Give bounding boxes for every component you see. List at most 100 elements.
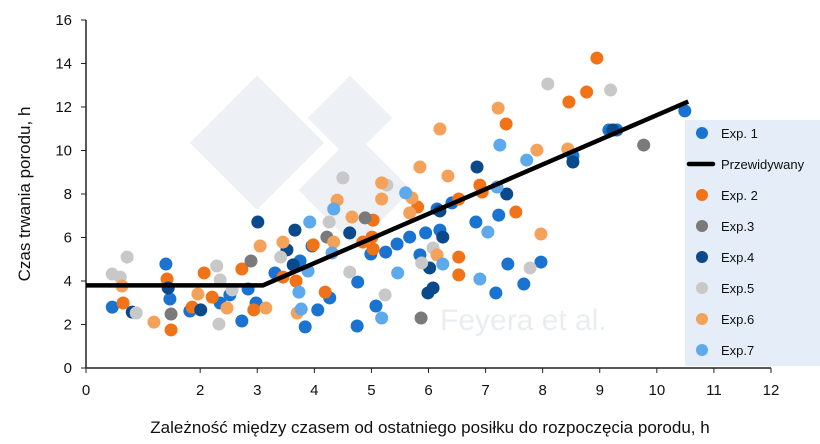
data-point-exp-1 xyxy=(369,299,383,313)
data-point-exp-1 xyxy=(351,275,365,289)
x-axis-label: Zależność między czasem od ostatniego po… xyxy=(150,418,709,437)
x-tick-label: 10 xyxy=(648,382,665,399)
data-point-exp-6 xyxy=(534,227,548,241)
data-point-exp-5 xyxy=(120,250,134,264)
legend-label: Exp.4 xyxy=(721,250,754,265)
legend-marker xyxy=(696,127,708,139)
y-tick-label: 12 xyxy=(55,99,72,116)
data-point-exp-5 xyxy=(523,261,537,275)
data-point-exp-4 xyxy=(566,155,580,169)
data-point-exp-1 xyxy=(403,230,417,244)
data-point-exp-5 xyxy=(541,77,555,91)
data-point-exp-4 xyxy=(470,160,484,174)
legend-label: Exp.3 xyxy=(721,219,754,234)
data-point-exp-2 xyxy=(590,51,604,65)
data-point-exp-3 xyxy=(358,211,372,225)
data-point-exp-1 xyxy=(298,320,312,334)
data-point-exp-2 xyxy=(562,95,576,109)
data-point-exp-5 xyxy=(212,317,226,331)
y-tick-label: 6 xyxy=(64,230,72,247)
data-point-exp-1 xyxy=(678,104,692,118)
data-point-exp-7 xyxy=(391,266,405,280)
data-point-exp-5 xyxy=(604,83,618,97)
data-point-exp-6 xyxy=(345,210,359,224)
data-point-exp-5 xyxy=(274,250,288,264)
x-tick-label: 9 xyxy=(596,382,604,399)
data-point-exp-4 xyxy=(500,187,514,201)
fit-line-group xyxy=(86,99,690,288)
data-point-exp-5 xyxy=(129,306,143,320)
data-point-exp-7 xyxy=(399,186,413,200)
data-point-exp-7 xyxy=(473,272,487,286)
data-point-exp-6 xyxy=(191,287,205,301)
x-tick-label: 7 xyxy=(481,382,489,399)
data-point-exp-2 xyxy=(452,268,466,282)
legend-label: Exp.7 xyxy=(721,343,754,358)
data-point-exp-1 xyxy=(419,226,433,240)
data-point-exp-7 xyxy=(375,311,389,325)
legend-marker xyxy=(696,220,708,232)
legend-label: Przewidywany xyxy=(721,157,805,172)
x-tick-label: 6 xyxy=(424,382,432,399)
data-point-exp-7 xyxy=(481,225,495,239)
data-point-exp-1 xyxy=(311,303,325,317)
x-tick-label: 5 xyxy=(367,382,375,399)
data-point-exp-6 xyxy=(253,239,267,253)
data-point-exp-2 xyxy=(289,274,303,288)
y-tick-label: 2 xyxy=(64,317,72,334)
data-point-exp-4 xyxy=(436,230,450,244)
legend-label: Exp.6 xyxy=(721,312,754,327)
legend: Exp. 1 Przewidywany Exp. 2 Exp.3 Exp.4 Exp.5 E… xyxy=(685,120,820,366)
data-point-exp-6 xyxy=(413,160,427,174)
legend-marker xyxy=(696,313,708,325)
data-point-exp-1 xyxy=(534,255,548,269)
legend-label: Exp. 1 xyxy=(721,126,758,141)
data-point-exp-5 xyxy=(378,288,392,302)
data-point-exp-3 xyxy=(244,254,258,268)
y-tick-label: 10 xyxy=(55,143,72,160)
data-point-exp-2 xyxy=(499,117,513,131)
data-point-exp-4 xyxy=(288,223,302,237)
data-point-exp-1 xyxy=(390,237,404,251)
legend-marker xyxy=(696,189,708,201)
data-point-exp-2 xyxy=(318,285,332,299)
data-point-exp-2 xyxy=(235,262,249,276)
x-tick-label: 11 xyxy=(706,382,722,399)
data-point-exp-3 xyxy=(164,307,178,321)
data-point-exp-3 xyxy=(414,311,428,325)
data-point-exp-1 xyxy=(105,300,119,314)
legend-marker xyxy=(696,251,708,263)
data-point-exp-7 xyxy=(493,138,507,152)
x-tick-label: 0 xyxy=(82,382,90,399)
data-point-exp-2 xyxy=(164,323,178,337)
y-tick-label: 8 xyxy=(64,186,72,203)
data-point-exp-6 xyxy=(530,143,544,157)
data-point-exp-1 xyxy=(379,245,393,259)
data-point-exp-7 xyxy=(292,285,306,299)
data-point-exp-2 xyxy=(306,238,320,252)
x-tick-label: 2 xyxy=(196,382,204,399)
data-point-exp-2 xyxy=(197,266,211,280)
data-point-exp-5 xyxy=(210,259,224,273)
data-point-exp-6 xyxy=(147,315,161,329)
data-point-exp-2 xyxy=(116,296,130,310)
data-point-exp-7 xyxy=(327,202,341,216)
data-point-exp-6 xyxy=(403,206,417,220)
data-point-exp-2 xyxy=(509,205,523,219)
y-tick-label: 4 xyxy=(64,273,72,290)
data-point-exp-1 xyxy=(492,208,506,222)
data-point-exp-6 xyxy=(441,169,455,183)
y-tick-label: 16 xyxy=(55,12,72,29)
data-point-exp-2 xyxy=(205,290,219,304)
data-point-exp-7 xyxy=(436,257,450,271)
legend-marker xyxy=(696,344,708,356)
data-point-exp-5 xyxy=(322,215,336,229)
legend-label: Exp. 2 xyxy=(721,188,758,203)
data-point-exp-2 xyxy=(366,242,380,256)
data-point-exp-4 xyxy=(194,303,208,317)
fit-line xyxy=(86,99,690,288)
data-point-exp-6 xyxy=(375,176,389,190)
data-point-exp-4 xyxy=(286,258,300,272)
data-point-exp-4 xyxy=(251,215,265,229)
